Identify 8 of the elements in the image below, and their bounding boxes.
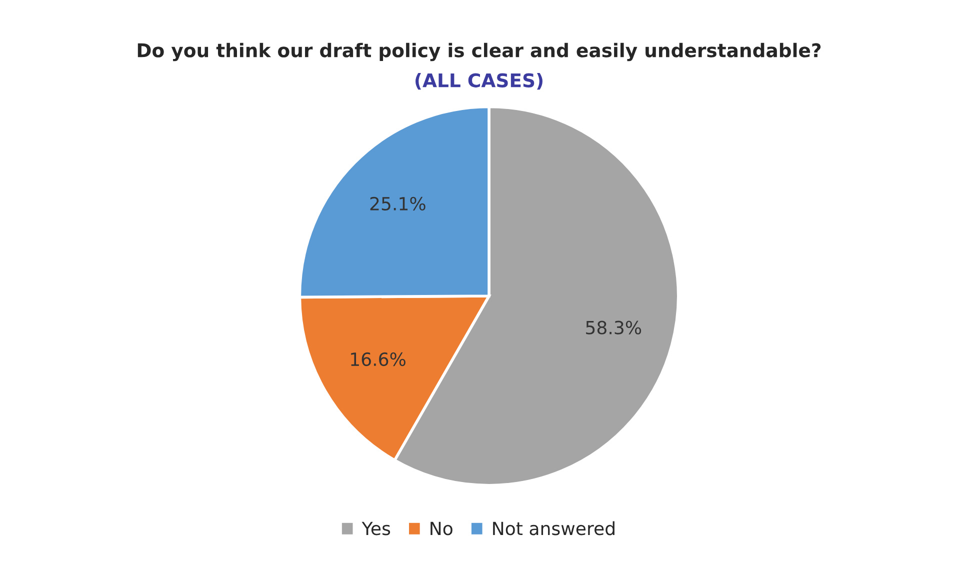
chart-title: Do you think our draft policy is clear and easily understandable? <box>138 42 821 62</box>
legend-label: No <box>430 522 452 536</box>
data-label: 25.1% <box>370 196 426 210</box>
data-label: 16.6% <box>351 352 406 366</box>
legend-label: Not answered <box>493 521 614 536</box>
data-label: 58.3% <box>586 320 642 334</box>
legend-label: Yes <box>362 522 390 536</box>
chart-subtitle: (ALL CASES) <box>416 72 542 90</box>
